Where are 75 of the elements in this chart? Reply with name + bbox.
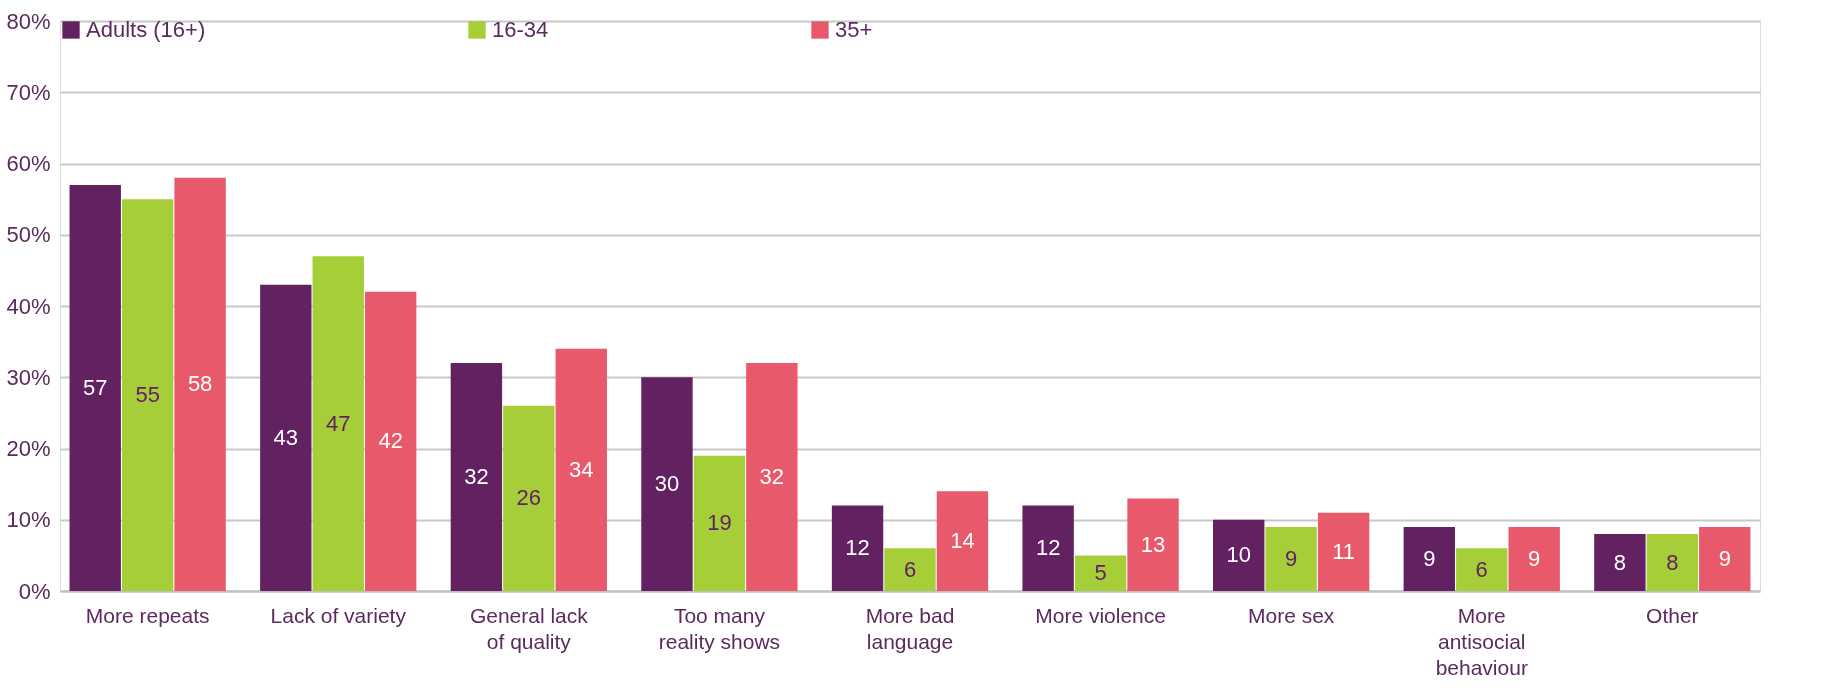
data-label: 6 (903, 556, 917, 582)
x-tick-label: Too many reality shows (658, 603, 781, 653)
bar (1127, 498, 1179, 591)
x-tick-label: Lack of variety (270, 603, 407, 627)
y-tick-label: 30% (6, 364, 51, 390)
data-label: 9 (1718, 545, 1731, 571)
bar (121, 199, 174, 591)
y-tick-label: 70% (6, 79, 51, 105)
data-label: 8 (1666, 549, 1679, 575)
bar (1022, 505, 1074, 591)
x-tick-label: Other (1646, 603, 1699, 627)
bar (641, 377, 693, 591)
y-tick-label: 60% (6, 151, 51, 176)
x-tick-label: General lack of quality (469, 603, 589, 653)
x-tick-label: More sex (1247, 603, 1335, 627)
bar (1213, 519, 1265, 591)
data-label: 6 (1475, 556, 1488, 582)
data-label: 57 (82, 374, 108, 400)
x-tick-label: More violence (1035, 603, 1166, 627)
x-tick-label: More bad language (865, 603, 955, 653)
data-label: 12 (1035, 535, 1061, 561)
bar (503, 405, 555, 591)
bar (365, 291, 417, 591)
bar (693, 455, 746, 591)
bar (260, 284, 312, 591)
bar (312, 256, 364, 591)
y-tick-label: 20% (6, 436, 51, 461)
bar (69, 184, 121, 591)
bar (1699, 526, 1751, 591)
data-label: 19 (707, 510, 732, 536)
bar (1508, 526, 1560, 591)
x-tick-label: More repeats (85, 603, 210, 627)
data-label: 8 (1613, 549, 1627, 575)
data-label: 30 (654, 471, 680, 497)
data-label: 47 (326, 410, 351, 436)
data-label: 10 (1226, 542, 1251, 568)
data-label: 9 (1423, 545, 1436, 571)
y-tick-label: 80% (6, 8, 51, 34)
data-label: 32 (464, 464, 489, 489)
data-label: 32 (759, 464, 785, 489)
data-label: 14 (950, 528, 975, 554)
bar (555, 348, 607, 591)
data-label: 5 (1094, 560, 1107, 586)
data-label: 34 (569, 456, 594, 482)
data-label: 12 (845, 535, 870, 561)
bar (1646, 534, 1699, 591)
bar (884, 548, 936, 591)
legend-label: 35+ (835, 17, 873, 42)
bar (936, 491, 989, 591)
legend-label: 16-34 (492, 17, 549, 42)
data-label: 11 (1332, 538, 1356, 564)
bar (450, 363, 503, 591)
data-label: 42 (378, 428, 403, 454)
bar (1317, 512, 1370, 591)
y-tick-label: 50% (6, 222, 51, 248)
bar (174, 177, 226, 591)
data-label: 26 (516, 485, 542, 511)
bar (831, 505, 884, 591)
bar (1403, 526, 1455, 591)
bar (1265, 526, 1317, 591)
bar (746, 363, 798, 591)
data-label: 9 (1285, 545, 1298, 571)
y-tick-label: 40% (6, 293, 51, 319)
data-label: 58 (187, 371, 213, 397)
bar (1594, 534, 1646, 591)
data-label: 43 (273, 424, 299, 450)
legend-label: Adults (16+) (86, 17, 206, 42)
bar (1074, 555, 1127, 591)
data-label: 9 (1528, 545, 1541, 571)
x-tick-label: More antisocial behaviour (1435, 603, 1528, 679)
y-tick-label: 10% (6, 507, 51, 533)
data-label: 13 (1140, 531, 1166, 557)
y-tick-label: 0% (18, 578, 51, 604)
bar (1456, 548, 1508, 591)
data-label: 55 (135, 382, 160, 408)
